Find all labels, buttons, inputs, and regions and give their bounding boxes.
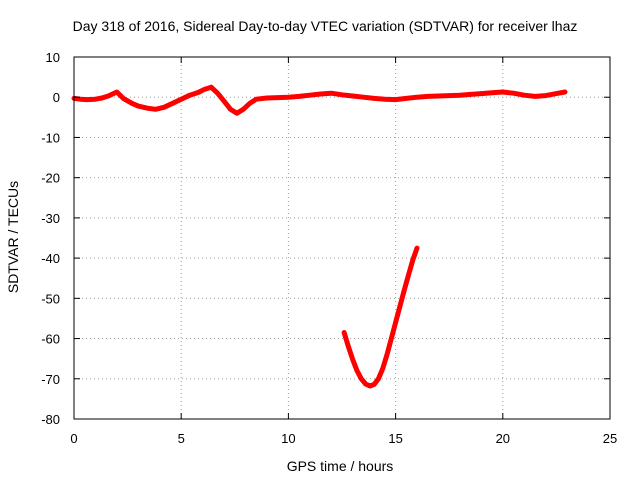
plot-frame bbox=[73, 56, 611, 420]
x-tick-label: 5 bbox=[178, 431, 185, 446]
y-tick-label: -40 bbox=[41, 251, 60, 266]
grid bbox=[74, 57, 610, 419]
y-tick-label: 10 bbox=[46, 50, 60, 65]
x-tick-label: 10 bbox=[281, 431, 295, 446]
y-tick-label: -60 bbox=[41, 332, 60, 347]
y-tick-label: -70 bbox=[41, 372, 60, 387]
series-line-1 bbox=[71, 84, 568, 116]
y-tick-label: -50 bbox=[41, 291, 60, 306]
y-tick-label: 0 bbox=[53, 90, 60, 105]
x-axis-title: GPS time / hours bbox=[287, 458, 394, 474]
x-tick-label: 20 bbox=[496, 431, 510, 446]
y-tick-label: -30 bbox=[41, 211, 60, 226]
x-tick-label: 15 bbox=[388, 431, 402, 446]
x-tick-label: 25 bbox=[603, 431, 617, 446]
tick-labels: 0 5 10 15 20 25 10 0 -10 -20 -30 -40 -50 -60 -70 -80 bbox=[41, 50, 617, 446]
x-tick-label: 0 bbox=[70, 431, 77, 446]
chart-title: Day 318 of 2016, Sidereal Day-to-day VTE… bbox=[73, 18, 578, 34]
y-tick-label: -10 bbox=[41, 130, 60, 145]
y-tick-label: -20 bbox=[41, 171, 60, 186]
y-tick-label: -80 bbox=[41, 412, 60, 427]
ticks bbox=[73, 56, 611, 420]
y-axis-title: SDTVAR / TECUs bbox=[5, 181, 21, 293]
series-layer bbox=[71, 84, 568, 389]
series-line-2 bbox=[341, 245, 420, 389]
